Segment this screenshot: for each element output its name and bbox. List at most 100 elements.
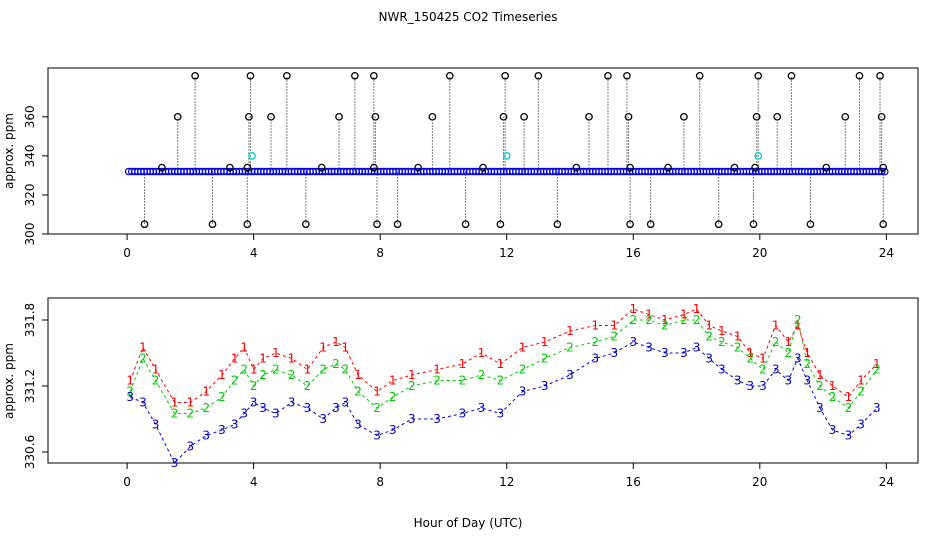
bottom-y-tick-label: 331.2 — [23, 369, 37, 403]
raw-point — [623, 71, 631, 80]
series-2-marker: 2 — [661, 319, 669, 333]
series-3-marker: 3 — [139, 396, 147, 410]
series-1-marker: 1 — [680, 308, 688, 322]
series-3-marker: 3 — [591, 352, 599, 366]
series-1-marker: 1 — [459, 357, 467, 371]
series-1-marker: 1 — [772, 319, 780, 333]
series-1-marker: 1 — [202, 385, 210, 399]
series-1-marker: 1 — [218, 368, 226, 382]
series-2-marker: 2 — [718, 335, 726, 349]
series-3-marker: 3 — [734, 374, 742, 388]
series-3-marker: 3 — [610, 346, 618, 360]
series-3-marker: 3 — [845, 429, 853, 443]
top-x-tick-label: 8 — [376, 246, 384, 260]
raw-point — [695, 71, 704, 80]
raw-point — [226, 163, 234, 172]
top-x-tick-label: 4 — [250, 246, 258, 260]
series-1-marker: 1 — [126, 374, 134, 388]
top-axes: 0 4 8 12 16 20 24 300 320 340 360 — [23, 105, 894, 260]
series-1-marker: 1 — [705, 319, 713, 333]
raw-point — [461, 220, 470, 229]
raw-point — [414, 163, 422, 172]
raw-point — [335, 112, 343, 121]
series-1-marker: 1 — [645, 308, 653, 322]
series-2-marker: 2 — [478, 368, 486, 382]
series-1-marker: 1 — [519, 341, 527, 355]
raw-point — [373, 220, 381, 229]
bottom-x-tick-label: 24 — [879, 475, 894, 489]
series-2-marker: 2 — [566, 341, 574, 355]
raw-point — [173, 112, 182, 121]
series-3-marker: 3 — [433, 412, 441, 426]
flagged-point — [248, 152, 256, 160]
series-2-marker: 2 — [250, 379, 258, 393]
series-3-marker: 3 — [342, 396, 350, 410]
series-2-marker: 2 — [240, 363, 248, 377]
bottom-y-tick-label: 330.6 — [23, 435, 37, 469]
series-2-marker: 2 — [759, 363, 767, 377]
series-2-marker: 2 — [794, 313, 802, 327]
series-1-marker: 1 — [433, 363, 441, 377]
series-1-marker: 1 — [610, 319, 618, 333]
series-1-marker: 1 — [187, 396, 195, 410]
raw-point — [267, 112, 275, 121]
bottom-x-tick-label: 0 — [123, 475, 131, 489]
series-2-marker: 2 — [816, 379, 824, 393]
series-2-marker: 2 — [389, 390, 397, 404]
raw-point — [604, 71, 612, 80]
series-2-marker: 2 — [354, 385, 362, 399]
top-y-tick-label: 360 — [23, 105, 37, 128]
top-y-tick-label: 320 — [23, 183, 37, 206]
bottom-x-tick-label: 12 — [499, 475, 514, 489]
series-2-marker: 2 — [873, 363, 881, 377]
series-3-marker: 3 — [645, 341, 653, 355]
series-3-marker: 3 — [250, 396, 258, 410]
raw-point — [749, 220, 758, 229]
x-axis-label: Hour of Day (UTC) — [414, 516, 523, 530]
series-2-marker: 2 — [272, 363, 280, 377]
series-1-marker: 1 — [319, 341, 327, 355]
baseline-point — [880, 167, 889, 176]
series-1-marker: 1 — [857, 374, 865, 388]
series-3-marker: 3 — [373, 429, 381, 443]
series-2-line — [129, 319, 878, 414]
raw-point — [499, 112, 508, 121]
raw-point — [534, 71, 543, 80]
series-1-marker: 1 — [816, 368, 824, 382]
series-3-marker: 3 — [171, 456, 179, 470]
series-1-marker: 1 — [152, 363, 160, 377]
series-3-marker: 3 — [459, 407, 467, 421]
series-3-marker: 3 — [661, 346, 669, 360]
top-y-tick-label: 300 — [23, 223, 37, 246]
series-1-marker: 1 — [759, 352, 767, 366]
series-1-marker: 1 — [342, 341, 350, 355]
raw-point — [245, 112, 253, 121]
raw-point — [879, 163, 888, 172]
series-1-marker: 1 — [259, 352, 267, 366]
raw-point — [371, 112, 380, 121]
series-2-marker: 2 — [497, 374, 505, 388]
raw-point — [680, 112, 688, 121]
series-1-marker: 1 — [829, 379, 837, 393]
raw-point — [246, 71, 255, 80]
series-2-marker: 2 — [152, 374, 160, 388]
series-3-marker: 3 — [541, 379, 549, 393]
series-3-marker: 3 — [478, 401, 486, 415]
series-3-marker: 3 — [187, 440, 195, 454]
series-3-marker: 3 — [152, 418, 160, 432]
series-1-line — [129, 308, 878, 403]
raw-point — [283, 71, 291, 80]
series-1-marker: 1 — [845, 390, 853, 404]
raw-point — [301, 220, 310, 229]
series-1-marker: 1 — [231, 352, 239, 366]
series-2-marker: 2 — [319, 363, 327, 377]
top-x-tick-label: 16 — [626, 246, 641, 260]
series-2-marker: 2 — [784, 346, 792, 360]
series-2-marker: 2 — [693, 313, 701, 327]
raw-point — [351, 71, 359, 80]
series-3-marker: 3 — [784, 374, 792, 388]
series-1-marker: 1 — [497, 357, 505, 371]
bottom-x-tick-label: 20 — [752, 475, 767, 489]
